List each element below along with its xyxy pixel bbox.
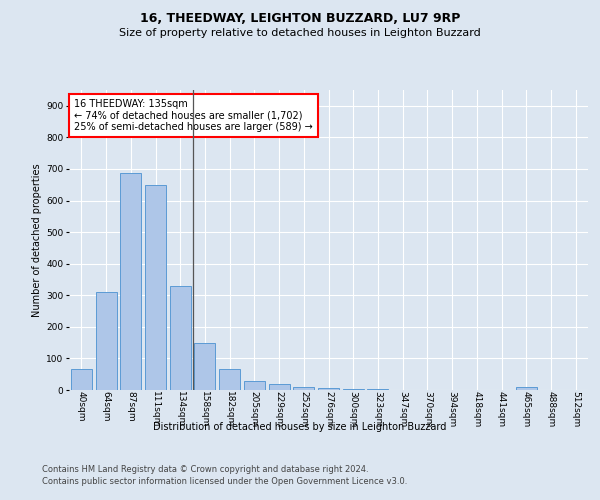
Bar	[516, 388, 537, 390]
Bar	[95, 292, 116, 390]
Text: 16, THEEDWAY, LEIGHTON BUZZARD, LU7 9RP: 16, THEEDWAY, LEIGHTON BUZZARD, LU7 9RP	[140, 12, 460, 26]
Bar	[269, 384, 290, 390]
Text: 16 THEEDWAY: 135sqm
← 74% of detached houses are smaller (1,702)
25% of semi-det: 16 THEEDWAY: 135sqm ← 74% of detached ho…	[74, 99, 313, 132]
Bar	[170, 286, 191, 390]
Bar	[219, 370, 240, 390]
Text: Size of property relative to detached houses in Leighton Buzzard: Size of property relative to detached ho…	[119, 28, 481, 38]
Bar	[145, 184, 166, 390]
Text: Contains HM Land Registry data © Crown copyright and database right 2024.: Contains HM Land Registry data © Crown c…	[42, 465, 368, 474]
Bar	[120, 172, 141, 390]
Bar	[244, 381, 265, 390]
Bar	[343, 389, 364, 390]
Bar	[318, 388, 339, 390]
Bar	[71, 370, 92, 390]
Text: Contains public sector information licensed under the Open Government Licence v3: Contains public sector information licen…	[42, 478, 407, 486]
Bar	[194, 342, 215, 390]
Y-axis label: Number of detached properties: Number of detached properties	[32, 163, 42, 317]
Bar	[293, 387, 314, 390]
Text: Distribution of detached houses by size in Leighton Buzzard: Distribution of detached houses by size …	[154, 422, 446, 432]
